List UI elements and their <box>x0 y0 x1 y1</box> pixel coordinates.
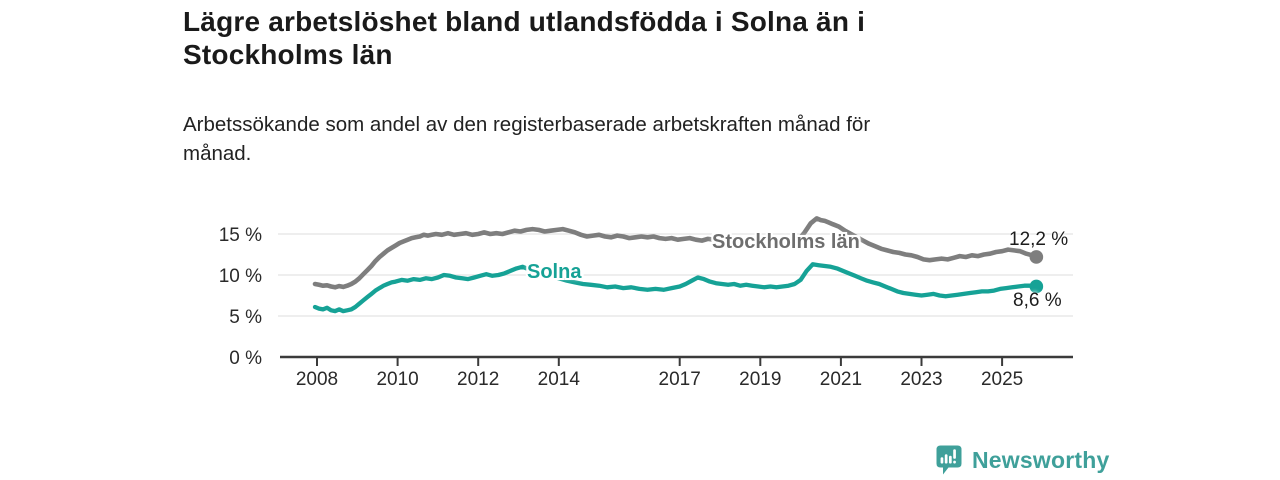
chart-title-line2: Stockholms län <box>183 39 393 70</box>
end-dot-stockholms-lan <box>1029 250 1044 264</box>
end-dot-solna <box>1029 279 1044 294</box>
chart-subtitle-line1: Arbetssökande som andel av den registerb… <box>183 113 871 136</box>
x-tick-label: 2021 <box>820 369 862 390</box>
brand-name: Newsworthy <box>972 447 1110 473</box>
y-tick-label: 15 % <box>219 225 262 246</box>
y-tick-label: 10 % <box>219 266 262 287</box>
x-tick-label: 2017 <box>659 369 701 390</box>
series-label-solna: Solna <box>527 261 582 283</box>
x-tick-label: 2012 <box>457 369 499 390</box>
newsworthy-logo-icon <box>936 445 962 475</box>
chart-subtitle-line2: månad. <box>183 142 252 165</box>
footer-brand: Newsworthy <box>936 445 1109 477</box>
chart-title-line1: Lägre arbetslöshet bland utlandsfödda i … <box>183 6 866 37</box>
x-tick-label: 2025 <box>981 369 1023 390</box>
y-tick-label: 5 % <box>229 307 262 328</box>
end-value-label-solna: 8,6 % <box>1013 290 1062 311</box>
x-tick-label: 2008 <box>296 369 338 390</box>
x-tick-label: 2010 <box>376 369 418 390</box>
series-label-stockholms-lan: Stockholms län <box>712 231 860 253</box>
x-tick-label: 2014 <box>538 369 581 390</box>
end-value-label-stockholms-lan: 12,2 % <box>1009 229 1069 250</box>
y-tick-label: 0 % <box>229 348 262 369</box>
chart-subtitle: Arbetssökande som andel av den registerb… <box>183 110 1043 168</box>
line-solna <box>312 262 1039 314</box>
x-tick-label: 2023 <box>900 369 942 390</box>
line-stockholms-lan <box>312 216 1039 290</box>
chart-title: Lägre arbetslöshet bland utlandsfödda i … <box>183 5 1043 71</box>
x-tick-label: 2019 <box>739 369 781 390</box>
